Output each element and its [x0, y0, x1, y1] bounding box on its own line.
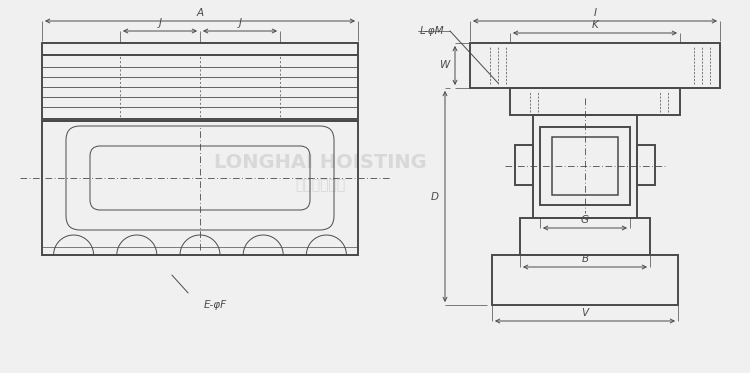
Bar [42, 121, 358, 255]
Text: D: D [431, 191, 439, 201]
Text: J: J [158, 18, 161, 28]
Bar [515, 145, 533, 185]
Bar [540, 127, 630, 205]
Text: 龙海起重工具: 龙海起重工具 [295, 178, 345, 192]
Bar [492, 255, 678, 305]
Text: LONGHAI HOISTING: LONGHAI HOISTING [214, 154, 426, 172]
Bar [42, 43, 358, 55]
Text: E-φF: E-φF [203, 300, 226, 310]
Bar [637, 145, 655, 185]
Text: V: V [581, 308, 589, 318]
Text: L-φM: L-φM [420, 26, 445, 36]
Bar [520, 218, 650, 255]
Text: G: G [581, 215, 589, 225]
Bar [552, 137, 618, 195]
Text: K: K [592, 20, 598, 30]
Bar [533, 115, 637, 218]
Text: I: I [593, 8, 596, 18]
Text: W: W [440, 60, 450, 70]
Bar [42, 55, 358, 121]
Text: J: J [238, 18, 242, 28]
Text: A: A [196, 8, 203, 18]
Text: B: B [581, 254, 589, 264]
Bar [470, 43, 720, 88]
Bar [510, 88, 680, 115]
